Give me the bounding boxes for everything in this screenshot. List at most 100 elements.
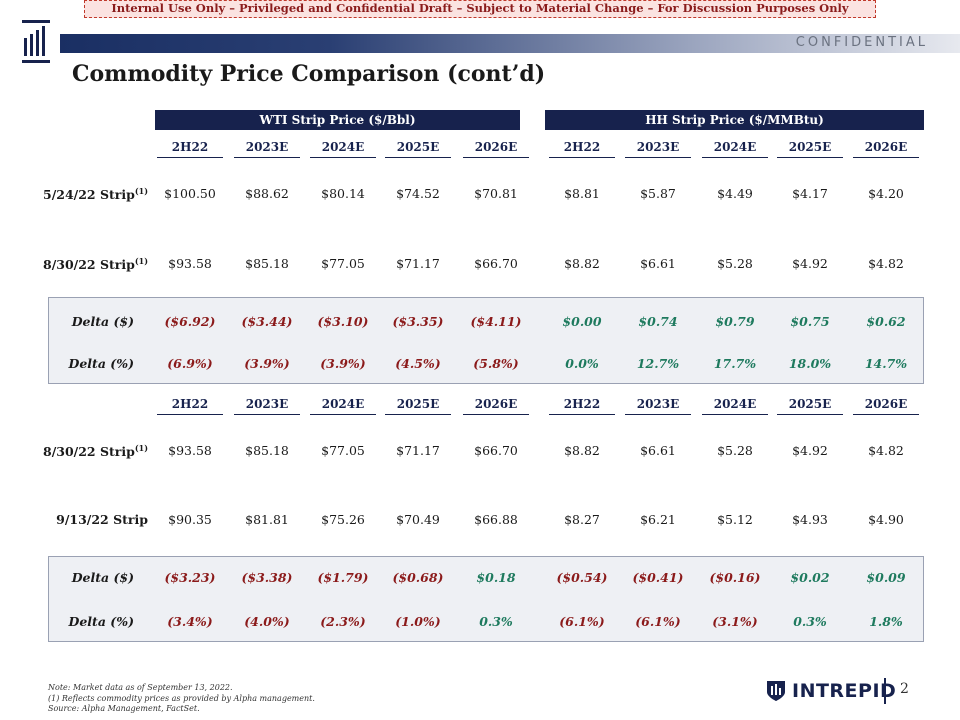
row-5-24-cell: $8.81: [564, 186, 600, 201]
row-8-30-b-cell: $4.82: [868, 443, 904, 458]
row-9-13-cell: $75.26: [321, 512, 365, 527]
row-9-13-cell: $70.49: [396, 512, 440, 527]
delta-dollar-1-cell: $0.74: [638, 314, 678, 329]
delta-pct-2-cell: (3.1%): [712, 614, 758, 629]
hdr1-year-4: 2026E: [463, 140, 529, 158]
brand-logo: INTREPID: [766, 678, 896, 704]
row-5-24-cell: $4.49: [717, 186, 753, 201]
delta-pct-1-cell: 0.0%: [565, 356, 599, 371]
row-9-13-cell: $4.90: [868, 512, 904, 527]
delta-pct-2-cell: (6.1%): [559, 614, 605, 629]
page-number: 2: [900, 681, 909, 697]
row-8-30-b-cell: $4.92: [792, 443, 828, 458]
delta-box-1: [48, 297, 924, 384]
hdr1-year-6: 2023E: [625, 140, 691, 158]
hh-group-header: HH Strip Price ($/MMBtu): [545, 110, 924, 130]
row-5-24-label: 5/24/22 Strip(1): [30, 186, 148, 202]
hdr2-year-5: 2H22: [549, 397, 615, 415]
row-9-13-cell: $66.88: [474, 512, 518, 527]
row-8-30-b-label: 8/30/22 Strip(1): [30, 443, 148, 459]
delta-dollar-2-cell: ($0.54): [556, 570, 608, 585]
delta-pct-1-cell: (4.5%): [395, 356, 441, 371]
row-8-30-b-cell: $6.61: [640, 443, 676, 458]
row-9-13-cell: $81.81: [245, 512, 289, 527]
row-5-24-cell: $80.14: [321, 186, 365, 201]
hdr2-year-8: 2025E: [777, 397, 843, 415]
row-8-30-b-cell: $85.18: [245, 443, 289, 458]
delta-pct-2-cell: 1.8%: [869, 614, 903, 629]
delta-pct-2-cell: (2.3%): [320, 614, 366, 629]
delta-dollar-1-cell: $0.75: [790, 314, 830, 329]
hdr2-year-6: 2023E: [625, 397, 691, 415]
row-9-13-cell: $90.35: [168, 512, 212, 527]
delta-dollar-1-cell: $0.79: [715, 314, 755, 329]
delta-dollar-1-cell: $0.00: [562, 314, 602, 329]
row-8-30-a-cell: $8.82: [564, 256, 600, 271]
footnote-marker: (1): [134, 443, 148, 453]
row-8-30-b-cell: $5.28: [717, 443, 753, 458]
row-9-13-cell: $5.12: [717, 512, 753, 527]
hdr1-year-5: 2H22: [549, 140, 615, 158]
delta-dollar-2-cell: ($3.23): [164, 570, 216, 585]
delta-pct-1-cell: (5.8%): [473, 356, 519, 371]
row-5-24-cell: $70.81: [474, 186, 518, 201]
hdr2-year-4: 2026E: [463, 397, 529, 415]
row-8-30-b-cell: $77.05: [321, 443, 365, 458]
delta-dollar-1-cell: ($4.11): [470, 314, 522, 329]
delta-pct-2-cell: (3.4%): [167, 614, 213, 629]
row-8-30-b-cell: $93.58: [168, 443, 212, 458]
footer-footnote-1: (1) Reflects commodity prices as provide…: [48, 693, 315, 703]
delta-pct-1-cell: 17.7%: [713, 356, 757, 371]
delta-dollar-1-cell: ($3.35): [392, 314, 444, 329]
delta-pct-1-cell: 18.0%: [788, 356, 832, 371]
delta-pct-2-cell: (1.0%): [395, 614, 441, 629]
hdr1-year-8: 2025E: [777, 140, 843, 158]
row-8-30-a-cell: $66.70: [474, 256, 518, 271]
hdr2-year-1: 2023E: [234, 397, 300, 415]
delta-pct-1-cell: 14.7%: [864, 356, 908, 371]
delta-pct-1-label: Delta (%): [68, 356, 134, 371]
row-9-13-label: 9/13/22 Strip: [30, 512, 148, 527]
row-8-30-b-label-text: 8/30/22 Strip: [43, 444, 135, 460]
hdr1-year-1: 2023E: [234, 140, 300, 158]
delta-pct-1-cell: (6.9%): [167, 356, 213, 371]
header-bar: [60, 34, 960, 53]
row-5-24-cell: $88.62: [245, 186, 289, 201]
delta-pct-1-cell: (3.9%): [320, 356, 366, 371]
confidential-label: CONFIDENTIAL: [795, 35, 928, 50]
row-8-30-a-cell: $5.28: [717, 256, 753, 271]
confidentiality-banner: Internal Use Only – Privileged and Confi…: [84, 0, 876, 18]
row-5-24-cell: $5.87: [640, 186, 676, 201]
delta-dollar-1-cell: ($6.92): [164, 314, 216, 329]
brand-separator: [884, 678, 886, 704]
row-8-30-a-cell: $93.58: [168, 256, 212, 271]
hdr2-year-9: 2026E: [853, 397, 919, 415]
page-title: Commodity Price Comparison (cont’d): [72, 61, 546, 87]
delta-dollar-2-cell: $0.02: [790, 570, 830, 585]
row-9-13-label-text: 9/13/22 Strip: [56, 512, 148, 527]
footer-notes: Note: Market data as of September 13, 20…: [48, 683, 315, 715]
delta-box-2: [48, 556, 924, 642]
delta-pct-2-cell: 0.3%: [793, 614, 827, 629]
delta-dollar-1-cell: ($3.44): [241, 314, 293, 329]
delta-dollar-2-cell: ($0.41): [632, 570, 684, 585]
row-8-30-a-label: 8/30/22 Strip(1): [30, 256, 148, 272]
footer-source: Source: Alpha Management, FactSet.: [48, 704, 200, 713]
delta-pct-1-cell: (3.9%): [244, 356, 290, 371]
hdr1-year-3: 2025E: [385, 140, 451, 158]
wti-group-header: WTI Strip Price ($/Bbl): [155, 110, 520, 130]
row-5-24-cell: $100.50: [164, 186, 216, 201]
footer-note: Note: Market data as of September 13, 20…: [48, 683, 233, 692]
footnote-marker: (1): [134, 186, 148, 196]
delta-dollar-1-cell: ($3.10): [317, 314, 369, 329]
hdr2-year-7: 2024E: [702, 397, 768, 415]
row-8-30-a-label-text: 8/30/22 Strip: [43, 257, 135, 273]
brand-name: INTREPID: [792, 680, 897, 702]
brand-shield-icon: [767, 681, 785, 701]
hdr2-year-2: 2024E: [310, 397, 376, 415]
hdr2-year-3: 2025E: [385, 397, 451, 415]
hdr1-year-2: 2024E: [310, 140, 376, 158]
row-8-30-a-cell: $6.61: [640, 256, 676, 271]
row-5-24-cell: $4.17: [792, 186, 828, 201]
hdr1-year-0: 2H22: [157, 140, 223, 158]
